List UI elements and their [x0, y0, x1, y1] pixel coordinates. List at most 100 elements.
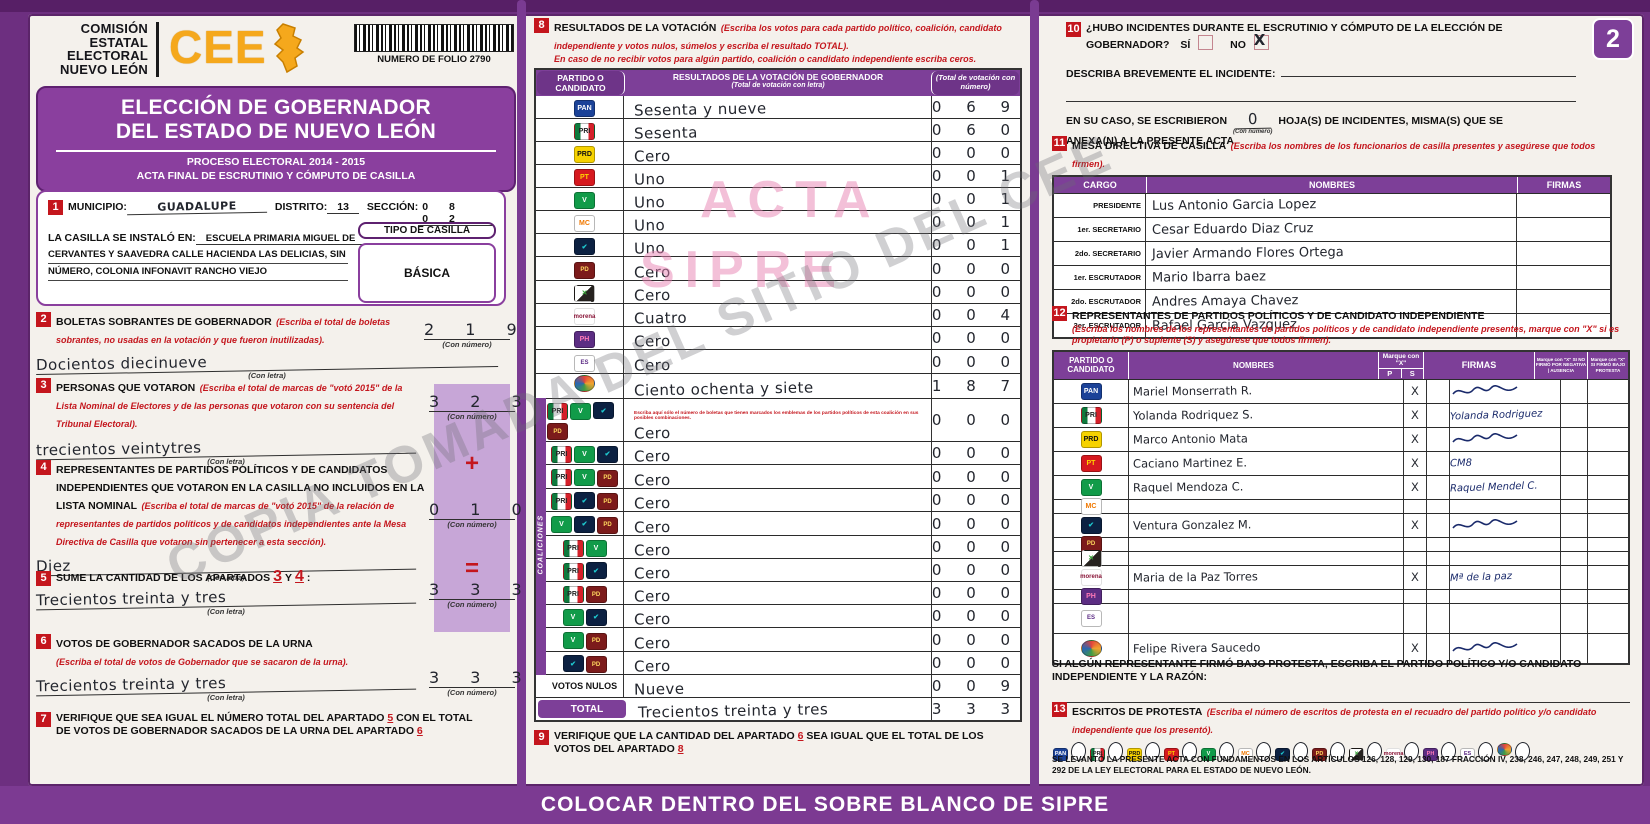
mesa-row: 3er. ESCRUTADOR Rafael Garcia Vazquez	[1054, 313, 1610, 337]
signature-scribble	[1452, 385, 1518, 395]
votes-numero: 0 0 1	[931, 213, 1020, 232]
votes-numero-cell: 0 0 1	[931, 165, 1020, 188]
votes-letra: Uno	[633, 193, 666, 212]
no-firmo-cell	[1561, 427, 1588, 451]
party-logo-verde-icon: V	[570, 402, 591, 420]
rep-party-logo: V	[1054, 475, 1129, 499]
votes-letra-cell: Cero	[624, 582, 931, 606]
instalada-label: LA CASILLA SE INSTALÓ EN:	[48, 232, 196, 244]
party-logo-cc-icon: ✕	[1080, 549, 1102, 567]
col-total-numero: (Total de votación con número)	[931, 71, 1019, 96]
votes-letra: Sesenta y nueve	[633, 99, 767, 120]
con-letra-label: (Con letra)	[207, 693, 245, 702]
party-logo-cc-icon: ✕	[1349, 747, 1364, 761]
section-12-badge: 12	[1052, 306, 1067, 321]
party-logo-cell: PRD	[536, 142, 624, 165]
party-logo-pd-icon: PD	[597, 469, 618, 487]
party-logos: PRD	[573, 143, 596, 164]
results-row: PRI V ✔ PD Escriba aquí sólo el número de b…	[536, 397, 1020, 443]
party-logo-cell: PRI V ✔	[536, 442, 624, 465]
votes-numero: 0 0 0	[931, 352, 1020, 371]
party-logo-cell: PRI V PD	[536, 465, 624, 488]
votes-letra: Uno	[633, 216, 666, 235]
votes-letra: Sesenta	[633, 123, 699, 143]
votes-numero-cell: 0 0 0	[931, 605, 1020, 628]
party-logo-es-icon: ES	[574, 354, 595, 372]
section-3: 3 PERSONAS QUE VOTARON (Escriba el total…	[35, 378, 512, 466]
party-logo-cell: PRI ✔ PD	[536, 488, 624, 512]
party-logo-verde-icon: V	[574, 192, 595, 210]
party-logo-es-icon: ES	[1460, 747, 1475, 761]
no-firmo-cell	[1561, 513, 1588, 537]
party-logo-prd-icon: PRD	[574, 146, 595, 164]
party-logos	[573, 374, 596, 397]
votes-letra-cell: Cero	[624, 489, 931, 513]
party-logo-cell: PH	[536, 327, 624, 350]
section-8-header: 8 RESULTADOS DE LA VOTACIÓN (Escriba los…	[534, 18, 1022, 65]
escrito-party-logo: V	[1200, 742, 1217, 761]
left-column: COMISIÓN ESTATAL ELECTORAL NUEVO LEÓN CE…	[35, 20, 535, 784]
bajo-protesta-cell	[1588, 428, 1628, 451]
section-8-badge: 8	[534, 18, 549, 33]
section-6-title: VOTOS DE GOBERNADOR SACADOS DE LA URNA	[56, 638, 313, 650]
votes-letra-cell: Cero	[624, 628, 931, 653]
no-firmo-cell	[1561, 499, 1588, 513]
municipio-label: MUNICIPIO:	[68, 201, 127, 213]
party-logos: V ✔	[562, 606, 608, 627]
section-6-instr: (Escriba el total de votos de Gobernador…	[56, 657, 349, 667]
votes-numero-cell: 0 0 0	[931, 350, 1020, 373]
right-column: 2 10 ¿HUBO INCIDENTES DURANTE EL ESCRUTI…	[1042, 18, 1636, 784]
votes-numero-cell: 0 0 0	[931, 280, 1020, 303]
results-row: V ✔ Cero 0 0 0	[536, 604, 1020, 629]
votes-numero: 0 0 0	[931, 514, 1020, 533]
party-logos: PRI PD	[562, 583, 608, 604]
party-logo-pt-icon: PT	[574, 169, 595, 187]
no-checkbox: X	[1253, 31, 1269, 51]
votes-numero: 1 8 7	[931, 376, 1020, 395]
votes-numero-cell: 0 0 0	[931, 142, 1020, 165]
si-checkbox	[1198, 35, 1214, 51]
si-label: SÍ	[1180, 39, 1191, 52]
coalition-note: Escriba aquí sólo el número de boletas q…	[634, 410, 919, 421]
results-row: V PD Cero 0 0 0	[536, 627, 1020, 653]
propietario-x: X	[1410, 640, 1420, 656]
col-rep-firmas: FIRMAS	[1423, 351, 1534, 379]
results-table-header: PARTIDO O CANDIDATO RESULTADOS DE LA VOT…	[536, 70, 1020, 97]
acta-subtitle: ACTA FINAL DE ESCRUTINIO Y CÓMPUTO DE CA…	[136, 169, 416, 182]
firma-cell	[1517, 266, 1610, 289]
tipo-casilla-label: TIPO DE CASILLA	[358, 222, 496, 239]
party-logo-indep-icon	[574, 374, 595, 392]
votes-numero: 0 0 0	[931, 329, 1020, 348]
rep-nombre: Raquel Mendoza C.	[1132, 479, 1244, 495]
votes-letra-cell: Cero	[624, 652, 931, 676]
party-logo-verde-icon: V	[1201, 747, 1216, 761]
results-row: ✕ Cero 0 0 0	[536, 279, 1020, 305]
votos-urna-numero-box: 3 3 3 (Con número)	[429, 668, 522, 697]
bottom-band: COLOCAR DENTRO DEL SOBRE BLANCO DE SIPRE	[0, 786, 1650, 824]
representantes-numero: 0 1 0	[429, 500, 535, 520]
funcionario-nombre: Javier Armando Flores Ortega	[1151, 244, 1344, 263]
boletas-sobrantes-numero: 2 1 9	[424, 320, 530, 340]
party-logo-verde-icon: V	[574, 469, 595, 487]
party-logo-cell: ES	[536, 350, 624, 373]
rep-row: ES	[1054, 602, 1628, 633]
escrito-party-logo: ES	[1459, 742, 1476, 761]
party-logo-cell: morena	[536, 303, 624, 327]
party-logo-pd-icon: PD	[585, 586, 607, 604]
votes-letra: Uno	[633, 239, 666, 258]
propietario-x: X	[1410, 569, 1420, 585]
rep-row: ✕	[1054, 549, 1628, 567]
party-logo-mc-icon: MC	[574, 215, 595, 233]
escrito-party-logo: MC	[1237, 742, 1254, 761]
con-numero-label: (Con número)	[1233, 129, 1273, 136]
no-label: NO	[1230, 39, 1246, 52]
firma-cell	[1517, 290, 1610, 313]
votes-letra-cell: Cero	[624, 281, 931, 305]
propietario-x: X	[1410, 383, 1420, 399]
bajo-protesta-cell	[1588, 538, 1628, 551]
hojas-numero: 0	[1234, 110, 1271, 130]
party-logo-alianza-icon: ✔	[1275, 747, 1290, 761]
protesta-line	[1052, 688, 1630, 704]
distrito-value: 13	[327, 201, 359, 214]
